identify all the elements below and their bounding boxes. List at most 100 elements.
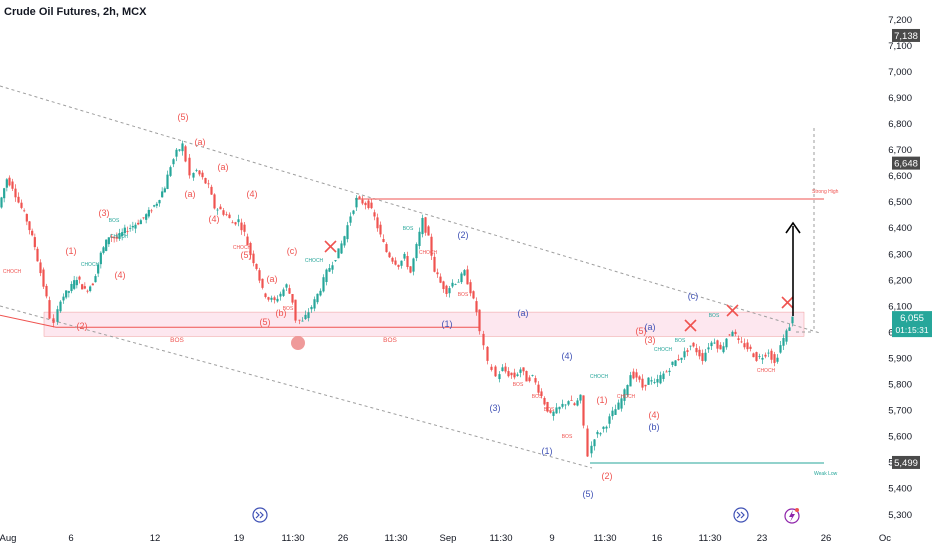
candle-body [59, 301, 62, 312]
candle-body [731, 331, 734, 337]
candle-body [564, 404, 567, 406]
time-tick-label: 11:30 [593, 533, 616, 544]
candle-body [319, 290, 322, 296]
candle-body [36, 248, 39, 262]
candle-body [716, 340, 719, 349]
candle-body [243, 224, 246, 232]
candle-body [707, 347, 710, 350]
last-price-value: 6,055 [900, 313, 924, 324]
wave-label: (5) [636, 326, 647, 336]
candle-body [42, 269, 45, 287]
time-tick-label: 11:30 [281, 533, 304, 544]
candle-body [482, 333, 485, 346]
candle-body [510, 372, 513, 376]
wave-label: (a) [267, 274, 278, 284]
candle-body [752, 353, 755, 358]
candle-body [276, 298, 279, 302]
event-forward-icon[interactable] [252, 507, 268, 523]
candle-body [662, 373, 665, 380]
candle-body [115, 236, 118, 239]
price-tick-label: 6,100 [888, 301, 912, 312]
structure-label: CHOCH [617, 394, 636, 400]
wave-label: (4) [649, 410, 660, 420]
candle-body [155, 203, 158, 206]
candle-body [222, 210, 225, 215]
structure-label: BOS [283, 306, 294, 312]
candle-body [310, 306, 313, 310]
event-forward-icon[interactable] [733, 507, 749, 523]
candle-body [23, 210, 26, 212]
price-tick-label: 5,600 [888, 432, 912, 443]
candle-body [534, 378, 537, 383]
candle-body [785, 330, 788, 342]
candle-body [746, 342, 749, 350]
candle-body [776, 357, 779, 362]
candle-body [373, 212, 376, 217]
candle-body [129, 228, 132, 229]
candle-body [490, 366, 493, 370]
candle-body [264, 293, 267, 297]
candle-body [680, 357, 683, 360]
price-tick-label: 5,400 [888, 484, 912, 495]
price-tick-label: 7,200 [888, 15, 912, 26]
candle-body [379, 224, 382, 235]
candle-body [764, 354, 767, 357]
time-axis[interactable]: Aug 6 12 19 11:30 26 11:30 Sep 11:30 9 11:30 16 11:3… [0, 533, 891, 544]
candle-body [240, 222, 243, 231]
lightning-event-icon[interactable] [784, 508, 800, 524]
candle-body [698, 349, 701, 357]
candle-body [301, 320, 304, 322]
candle-body [328, 267, 331, 272]
candle-body [704, 352, 707, 361]
time-tick-label: 11:30 [384, 533, 407, 544]
wave-label: (4) [247, 189, 258, 199]
structure-label: CHOCH [757, 368, 776, 374]
candle-body [623, 389, 626, 401]
candle-body [161, 191, 164, 198]
candle-body [701, 353, 704, 362]
candle-body [617, 402, 620, 410]
price-tick-label: 6,300 [888, 249, 912, 260]
candle-body [94, 276, 97, 283]
candle-body [367, 200, 370, 209]
wave-label: (1) [66, 246, 77, 256]
candle-body [773, 354, 776, 363]
candle-body [3, 188, 6, 199]
candle-body [48, 300, 51, 319]
candle-body [710, 342, 713, 347]
wave-label: (c) [287, 246, 298, 256]
candle-body [70, 283, 73, 292]
structure-label: CHOCH [81, 262, 100, 268]
candle-body [719, 344, 722, 350]
price-tick-label: 6,500 [888, 197, 912, 208]
wave-label: (2) [458, 230, 469, 240]
price-tick-label: 5,300 [888, 510, 912, 521]
price-tick-label: 6,200 [888, 275, 912, 286]
candle-body [504, 366, 507, 372]
price-level-value: 7,138 [894, 31, 918, 42]
candle-body [494, 366, 497, 377]
candle-body [5, 179, 8, 188]
candle-body [537, 384, 540, 393]
structure-label: CHOCH [110, 234, 129, 240]
candle-body [758, 356, 761, 357]
candle-body [412, 258, 415, 272]
price-tick-label: 7,000 [888, 67, 912, 78]
candle-body [86, 290, 89, 292]
candle-body [767, 352, 770, 354]
candle-body [415, 244, 418, 259]
candle-body [457, 281, 460, 283]
zone-bos-label: BOS [383, 337, 397, 344]
candle-body [677, 359, 680, 361]
candle-body [198, 170, 201, 175]
price-axis[interactable]: 7,200 7,100 7,000 6,900 6,800 6,700 6,600 6,500… [888, 15, 912, 521]
bos-line-left [0, 314, 57, 328]
candle-body [118, 232, 121, 239]
wave-label: (3) [490, 403, 501, 413]
wave-label: (4) [115, 270, 126, 280]
candle-body [304, 314, 307, 319]
candle-body [294, 299, 297, 321]
candles-group [0, 140, 794, 458]
candle-body [644, 384, 647, 387]
